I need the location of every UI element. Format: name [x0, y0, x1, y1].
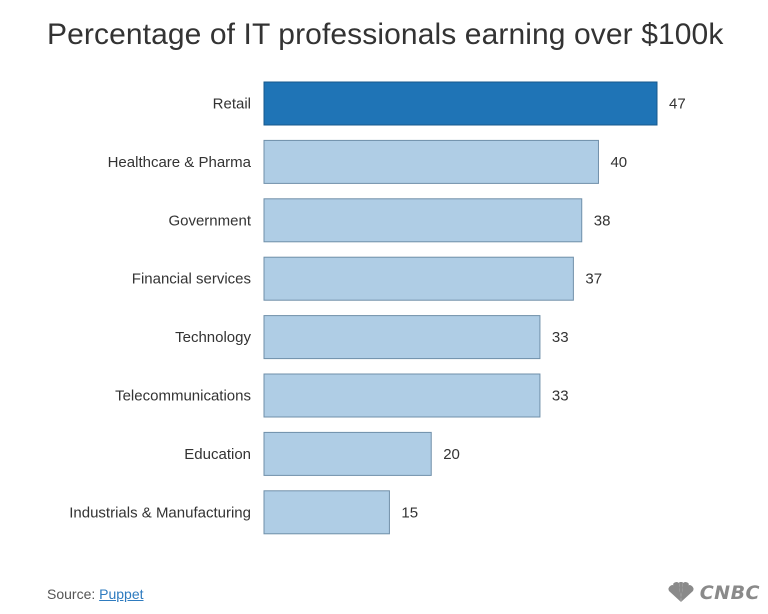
bar [263, 81, 658, 126]
category-label: Healthcare & Pharma [108, 154, 252, 171]
value-label: 15 [401, 504, 418, 521]
category-label: Industrials & Manufacturing [69, 504, 251, 521]
category-label: Technology [175, 329, 251, 346]
value-label: 38 [594, 212, 611, 229]
chart-title: Percentage of IT professionals earning o… [47, 18, 724, 51]
value-label: 37 [585, 271, 602, 288]
value-label: 47 [669, 96, 686, 113]
category-label: Telecommunications [115, 388, 251, 405]
category-label: Government [168, 212, 251, 229]
source-prefix: Source: [47, 586, 100, 602]
category-label: Financial services [132, 271, 251, 288]
bar [263, 315, 541, 360]
value-label: 40 [610, 154, 627, 171]
source-note: Source: Puppet [47, 586, 144, 602]
source-link[interactable]: Puppet [99, 586, 144, 602]
category-label: Retail [213, 96, 251, 113]
bar [263, 431, 432, 476]
logo-text: CNBC [699, 582, 760, 604]
bar [263, 490, 390, 535]
value-label: 20 [443, 446, 460, 463]
value-label: 33 [552, 388, 569, 405]
bar [263, 373, 541, 418]
cnbc-logo: CNBC [666, 582, 760, 604]
value-label: 33 [552, 329, 569, 346]
bar [263, 256, 574, 301]
bar [263, 198, 583, 243]
category-label: Education [184, 446, 251, 463]
peacock-icon [668, 582, 694, 602]
bar [263, 139, 599, 184]
